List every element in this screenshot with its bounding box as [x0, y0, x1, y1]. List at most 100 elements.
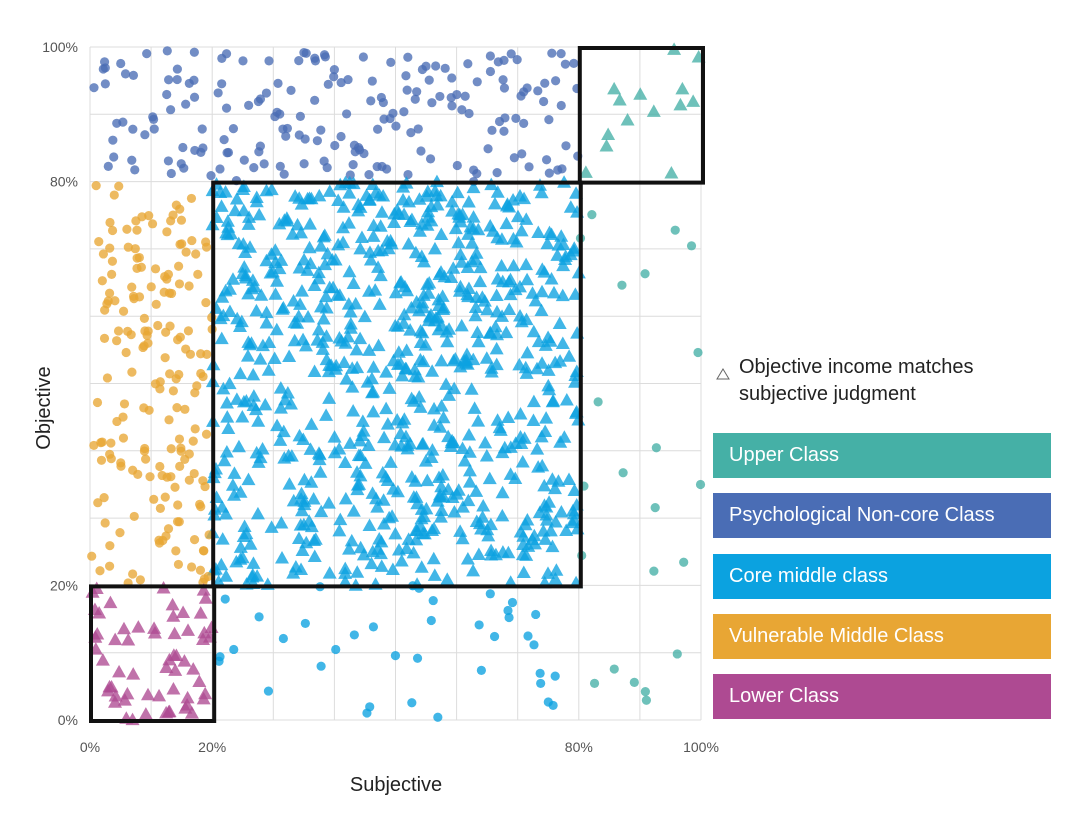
point-core-middle-class [351, 203, 366, 217]
point-vulnerable-middle-class [118, 412, 128, 422]
point-core-middle-class [280, 214, 295, 227]
legend-item-core-middle-class: Core middle class [713, 553, 1051, 599]
point-core-middle-class [418, 454, 433, 467]
point-core-middle-class [331, 644, 341, 655]
point-core-middle-class [434, 479, 449, 493]
point-vulnerable-middle-class [107, 269, 117, 279]
point-vulnerable-middle-class [104, 288, 115, 298]
point-core-middle-class [469, 290, 484, 303]
point-core-middle-class [461, 493, 476, 507]
point-psychological-non-core-class [378, 97, 388, 108]
point-psychological-non-core-class [255, 141, 265, 151]
point-psychological-non-core-class [402, 85, 412, 95]
point-core-middle-class [425, 443, 440, 456]
point-vulnerable-middle-class [180, 404, 190, 414]
point-core-middle-class [321, 364, 336, 378]
point-upper-class [587, 210, 597, 220]
point-core-middle-class [520, 512, 535, 526]
point-core-middle-class [294, 486, 309, 500]
point-lower-class [186, 662, 201, 675]
point-core-middle-class [245, 273, 260, 286]
point-vulnerable-middle-class [91, 180, 101, 191]
point-core-middle-class [259, 315, 274, 329]
x-axis-title: Subjective [350, 774, 442, 796]
point-core-middle-class [220, 227, 235, 241]
point-core-middle-class [453, 524, 468, 537]
point-vulnerable-middle-class [142, 330, 152, 340]
point-core-middle-class [553, 354, 568, 367]
point-psychological-non-core-class [541, 155, 552, 165]
point-psychological-non-core-class [343, 74, 353, 85]
point-core-middle-class [433, 712, 443, 722]
point-vulnerable-middle-class [93, 498, 103, 508]
point-vulnerable-middle-class [146, 282, 156, 292]
point-vulnerable-middle-class [191, 249, 201, 259]
point-core-middle-class [229, 392, 244, 405]
point-core-middle-class [220, 214, 235, 227]
highlight-box-3 [577, 46, 705, 185]
point-vulnerable-middle-class [187, 235, 197, 246]
point-psychological-non-core-class [330, 140, 340, 151]
point-vulnerable-middle-class [172, 517, 183, 527]
point-psychological-non-core-class [452, 160, 462, 171]
point-psychological-non-core-class [329, 72, 339, 82]
point-core-middle-class [555, 336, 570, 349]
point-core-middle-class [395, 368, 410, 382]
point-psychological-non-core-class [148, 114, 159, 125]
point-psychological-non-core-class [238, 56, 248, 66]
point-vulnerable-middle-class [153, 320, 163, 331]
point-core-middle-class [265, 264, 280, 278]
point-psychological-non-core-class [483, 144, 493, 154]
point-psychological-non-core-class [425, 154, 436, 164]
point-vulnerable-middle-class [174, 369, 184, 380]
point-core-middle-class [390, 484, 405, 498]
point-core-middle-class [351, 448, 366, 462]
point-core-middle-class [217, 453, 232, 467]
highlight-box-1 [89, 584, 217, 724]
point-core-middle-class [417, 509, 432, 523]
point-core-middle-class [455, 531, 470, 545]
point-core-middle-class [241, 472, 256, 486]
point-core-middle-class [454, 255, 469, 268]
point-core-middle-class [342, 186, 357, 199]
point-core-middle-class [380, 473, 395, 486]
point-core-middle-class [278, 392, 293, 406]
point-core-middle-class [468, 300, 483, 314]
point-core-middle-class [332, 442, 347, 455]
point-core-middle-class [388, 285, 403, 299]
point-core-middle-class [508, 471, 523, 485]
point-core-middle-class [534, 185, 549, 199]
point-core-middle-class [275, 302, 290, 315]
point-vulnerable-middle-class [195, 565, 206, 575]
point-psychological-non-core-class [310, 95, 320, 105]
point-core-middle-class [241, 335, 256, 348]
point-lower-class [184, 706, 199, 719]
point-core-middle-class [356, 424, 371, 437]
point-core-middle-class [435, 468, 450, 481]
point-core-middle-class [311, 271, 326, 285]
point-core-middle-class [535, 458, 550, 472]
point-vulnerable-middle-class [119, 399, 130, 409]
point-core-middle-class [479, 351, 494, 364]
point-upper-class [650, 503, 660, 513]
point-core-middle-class [348, 296, 363, 310]
point-core-middle-class [385, 562, 400, 576]
point-core-middle-class [515, 455, 530, 468]
point-core-middle-class [247, 279, 262, 293]
point-psychological-non-core-class [431, 61, 441, 71]
point-psychological-non-core-class [511, 113, 521, 123]
point-core-middle-class [488, 319, 503, 333]
point-core-middle-class [535, 262, 550, 275]
point-core-middle-class [553, 435, 568, 448]
point-core-middle-class [412, 224, 427, 237]
point-core-middle-class [500, 198, 515, 212]
point-core-middle-class [525, 286, 540, 299]
point-core-middle-class [552, 316, 567, 330]
point-core-middle-class [447, 381, 462, 395]
point-vulnerable-middle-class [143, 338, 153, 348]
point-core-middle-class [526, 394, 541, 408]
point-core-middle-class [466, 563, 481, 577]
point-core-middle-class [215, 532, 230, 545]
point-core-middle-class [235, 409, 250, 423]
point-core-middle-class [434, 227, 449, 241]
